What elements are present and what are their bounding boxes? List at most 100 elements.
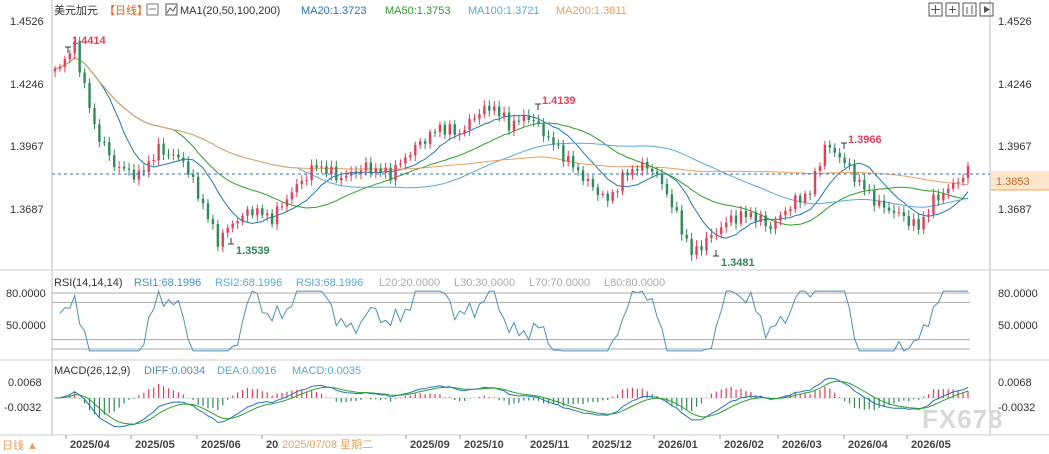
annotation-low-1-label: 1.3539: [236, 245, 270, 257]
candlestick: [794, 192, 797, 214]
candlestick: [493, 100, 496, 116]
candlestick: [932, 189, 935, 219]
candlestick: [724, 216, 728, 234]
candlestick: [769, 221, 772, 234]
candlestick: [596, 183, 600, 201]
candlestick: [280, 201, 284, 211]
date-tick: 2026/04: [848, 439, 889, 451]
candlestick: [507, 106, 511, 136]
candlestick: [132, 163, 136, 184]
candlestick: [808, 190, 812, 201]
rsi-tick-left-50: 50.0000: [6, 320, 46, 332]
period-label[interactable]: 【日线】: [104, 3, 148, 17]
candlestick: [828, 140, 832, 154]
candlestick: [700, 240, 703, 256]
candlestick: [122, 161, 126, 172]
macd-tick-right-1: 0.0068: [998, 377, 1032, 389]
candlestick: [261, 204, 264, 219]
candlestick: [211, 214, 215, 230]
ma-indicator-name: MA1(20,50,100,200): [180, 5, 280, 17]
candlestick: [463, 125, 466, 137]
date-tick: 2025/09: [410, 439, 450, 451]
macd-dea-value: DEA:0.0016: [217, 365, 276, 377]
candlestick: [483, 100, 486, 118]
cursor-date-box: [279, 436, 389, 454]
period-switch-button[interactable]: 日线 ▲: [2, 438, 38, 452]
ma20-value: MA20:1.3723: [301, 5, 366, 17]
candlestick: [270, 209, 274, 228]
candlestick: [127, 162, 131, 176]
candlestick: [912, 213, 915, 232]
candlestick: [897, 206, 901, 217]
candlestick: [162, 137, 165, 161]
annotation-high-3-label: 1.3966: [848, 134, 882, 146]
candlestick: [882, 194, 886, 214]
price-tick-left-3: 1.3967: [10, 141, 44, 153]
candlestick: [621, 169, 624, 196]
candlestick: [98, 119, 101, 148]
price-tick-right-4: 1.3687: [998, 204, 1032, 216]
price-tick-right-3: 1.3967: [998, 141, 1032, 153]
candlestick: [354, 166, 358, 179]
candlestick: [680, 204, 683, 241]
candlestick: [799, 192, 802, 209]
candlestick: [310, 159, 313, 186]
candlestick: [966, 162, 970, 184]
candlestick: [206, 198, 210, 223]
candlestick: [956, 177, 960, 189]
candlesticks: [53, 36, 970, 261]
price-tick-right-2: 1.4246: [998, 79, 1032, 91]
candlestick: [720, 221, 723, 239]
candlestick: [443, 121, 447, 139]
rsi-l20-value: L20:20.0000: [379, 277, 440, 289]
candlestick: [167, 148, 170, 160]
candlestick: [290, 187, 294, 205]
macd-dea-line: [54, 380, 969, 425]
candlestick: [295, 178, 299, 198]
zoom-in-icon[interactable]: [945, 2, 960, 17]
candlestick: [937, 189, 940, 207]
candlestick: [576, 162, 580, 176]
settings-icon[interactable]: [146, 3, 159, 16]
candlestick: [641, 157, 644, 176]
candlestick: [823, 140, 827, 170]
date-tick: 2025/12: [592, 439, 632, 451]
macd-panel: [52, 377, 970, 428]
rsi-tick-right-80: 80.0000: [998, 288, 1038, 300]
candlestick: [655, 166, 659, 178]
candlestick: [478, 108, 481, 125]
candlestick: [626, 168, 629, 181]
macd-diff-value: DIFF:0.0034: [144, 365, 205, 377]
candlestick: [335, 160, 338, 184]
candlestick: [759, 210, 762, 226]
candlestick: [196, 171, 200, 202]
scroll-right-icon[interactable]: [979, 2, 994, 17]
candlestick: [275, 201, 279, 231]
candlestick: [384, 162, 387, 179]
candlestick: [349, 166, 353, 182]
bar-chart-icon[interactable]: [962, 2, 977, 17]
candlestick: [364, 156, 368, 176]
annotation-high-2-label: 1.4139: [542, 95, 576, 107]
candlestick: [873, 184, 876, 212]
candlestick: [942, 188, 945, 204]
symbol-title: 美元加元: [54, 4, 98, 17]
candlestick: [902, 206, 906, 222]
candlestick: [152, 154, 155, 167]
crosshair-icon[interactable]: [928, 2, 943, 17]
chart-type-icon[interactable]: [165, 3, 178, 16]
candlestick: [502, 106, 506, 122]
last-price-label: 1.3853: [996, 176, 1030, 188]
annotation-high-3: 1.3966: [841, 134, 882, 149]
candlestick: [344, 169, 348, 182]
candlestick: [710, 228, 713, 243]
annotation-low-2: 1.3481: [713, 250, 755, 269]
macd-tick-left-2: -0.0032: [4, 402, 41, 414]
watermark: FX678: [922, 404, 1004, 434]
candlestick: [409, 151, 412, 161]
ma20-line: [54, 57, 969, 239]
candlestick: [187, 156, 190, 178]
rsi-panel: [52, 289, 970, 352]
